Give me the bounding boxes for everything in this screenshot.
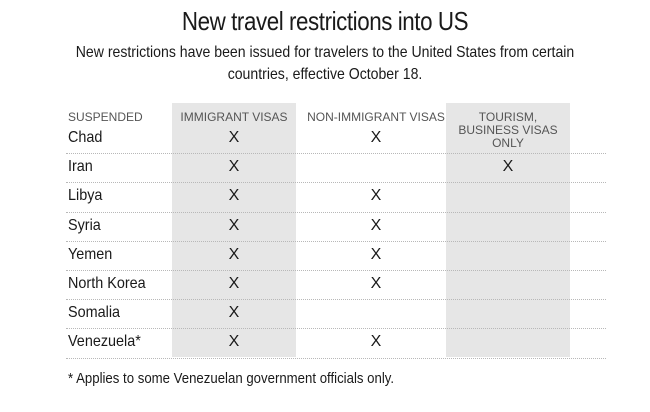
- country-label: Chad: [68, 129, 103, 146]
- row-divider: [66, 357, 606, 359]
- country-label: Iran: [68, 158, 93, 176]
- country-label: Yemen: [68, 245, 113, 263]
- row-divider: [66, 211, 606, 213]
- column-band-tourism: [446, 103, 570, 357]
- footnote: * Applies to some Venezuelan government …: [68, 370, 395, 387]
- row-divider: [66, 270, 606, 271]
- restriction-mark: X: [228, 158, 240, 176]
- header-suspended: SUSPENDED: [68, 110, 143, 124]
- country-label: Somalia: [68, 304, 121, 322]
- restriction-mark: X: [370, 216, 382, 234]
- country-label: Venezuela*: [68, 333, 141, 351]
- restriction-mark: X: [370, 129, 382, 146]
- restriction-mark: X: [228, 275, 240, 292]
- column-band-immigrant: [172, 103, 296, 357]
- row-divider: [66, 182, 606, 184]
- restriction-mark: X: [370, 245, 382, 263]
- restriction-mark: X: [502, 158, 514, 176]
- restriction-mark: X: [370, 333, 382, 351]
- country-label: North Korea: [68, 275, 146, 292]
- restriction-mark: X: [228, 304, 240, 322]
- country-label: Libya: [68, 187, 103, 205]
- row-divider: [66, 299, 606, 301]
- restriction-mark: X: [370, 275, 382, 292]
- header-tourism-business-visas: TOURISM, BUSINESS VISAS ONLY: [458, 110, 558, 150]
- header-non-immigrant-visas: NON-IMMIGRANT VISAS: [307, 110, 445, 124]
- restriction-mark: X: [228, 333, 240, 351]
- chart-title: New travel restrictions into US: [181, 6, 469, 36]
- country-label: Syria: [68, 216, 101, 234]
- row-divider: [66, 153, 606, 155]
- restriction-mark: X: [228, 187, 240, 205]
- restriction-mark: X: [228, 216, 240, 234]
- restriction-mark: X: [228, 245, 240, 263]
- row-divider: [66, 328, 606, 330]
- header-immigrant-visas: IMMIGRANT VISAS: [180, 110, 288, 124]
- chart-subtitle: New restrictions have been issued for tr…: [75, 44, 575, 83]
- row-divider: [66, 240, 606, 242]
- restriction-mark: X: [228, 129, 240, 146]
- restriction-mark: X: [370, 187, 382, 205]
